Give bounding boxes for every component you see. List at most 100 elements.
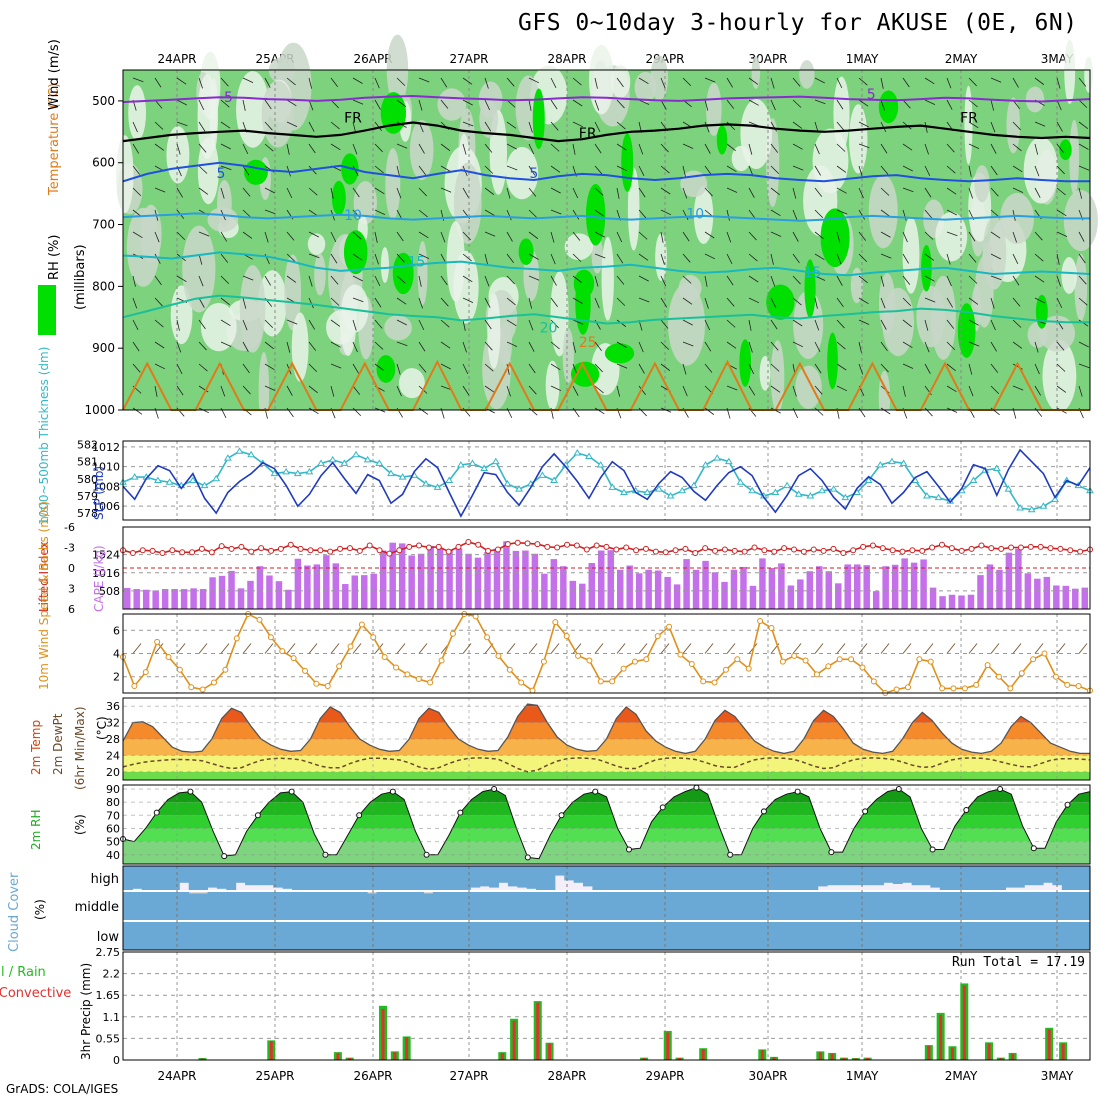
wind-speed-line-point [700,678,707,685]
contour-label: 15 [804,265,822,281]
cloud-low-bar [404,922,415,950]
wind-barb [880,297,886,309]
wind-barb [374,121,382,132]
cloud-high-bar [188,866,199,890]
wind-barb [924,363,931,374]
y-tick-label: 700 [92,218,115,232]
cloud-middle-bar [658,892,669,920]
y-tick-label: 600 [92,156,115,170]
cloud-middle-bar [808,892,819,920]
cloud-middle-bar [226,892,237,920]
wind-barb [770,319,778,330]
thickness-line-point [573,449,582,456]
wind-barb [814,165,822,176]
dewpoint-line [122,757,1091,773]
wind-barb [484,297,491,308]
lifted-index-line-point [642,545,649,552]
cloud-low-bar [329,922,340,950]
cape-bar [199,589,207,609]
cloud-low-bar [921,922,931,950]
wind-barb [550,363,561,371]
cloud-high-bar [423,866,434,890]
wind-barb [902,385,906,397]
wind-barb [704,363,713,373]
lifted-index-line-point [761,547,768,554]
rh-shade [307,233,326,255]
wind-barb [946,319,955,329]
wind-barb [858,363,864,375]
wind-barb [264,121,273,131]
cloud-middle-bar [470,892,481,920]
wind-barb [198,165,208,174]
cape-bar [142,589,150,609]
rh-shade [341,284,369,333]
wind-barb [484,165,494,174]
date-label-bottom: 28APR [547,1069,586,1083]
wind-barb [1078,77,1087,87]
wind-barb [176,363,183,374]
wind-speed-line-point [211,679,218,686]
cloud-middle-bar [686,892,697,920]
cloud-high-bar [977,866,988,890]
lifted-index-line-point [524,540,531,547]
cloud-middle-bar [752,892,762,920]
y-tick-label: 24 [106,749,120,762]
wind-barb [770,121,778,132]
cloud-low-bar [489,922,500,950]
wind-barb [176,121,188,127]
wind-barb [264,385,276,391]
ground-band [123,410,1090,438]
thickness-line-point [1027,505,1036,513]
surface-wind-barb [550,643,560,654]
lifted-index-line-point [485,547,492,554]
rh-shade [562,328,574,384]
cloud-middle-bar [921,892,931,920]
lifted-index-line-point [406,543,413,550]
rh-shade [437,88,467,121]
wind-barb [792,143,803,150]
y-tick-label: 1000 [84,403,115,417]
cloud-middle-bar [930,892,941,920]
wind-barb [1034,231,1043,241]
thickness-line-point [550,476,558,483]
wind-barb [484,209,495,216]
cloud-middle-bar [460,892,471,920]
contour-label: 5 [529,166,538,182]
lifted-index-line-point [879,545,886,552]
cloud-low-bar [573,922,584,950]
wind-barb [286,99,297,107]
lifted-index-line-point [1027,543,1034,550]
cloud-middle-bar [601,892,612,920]
cloud-high-bar [263,866,274,886]
cloud-low-bar [686,922,697,950]
wind-barb [704,143,711,154]
lifted-index-line-point [583,546,590,553]
wind-barb [396,319,407,326]
wind-barb [462,341,467,353]
cloud-high-bar [864,866,875,886]
wind-speed-line-point [848,656,855,663]
lifted-index-line-point [337,545,344,552]
legend-total-rain: Total / Rain [0,965,46,980]
cloud-middle-bar [329,892,340,920]
surface-wind-barb [902,643,912,654]
wind-barb [638,297,650,303]
wind-speed-line-point [859,664,866,671]
cloud-high-bar [1043,866,1053,883]
cloud-low-bar [338,922,349,950]
wind-barb [484,253,489,265]
cloud-high-bar [752,866,762,890]
cloud-low-bar [639,922,650,950]
cloud-high-bar [1033,866,1044,886]
rh-shade [1039,315,1076,352]
thickness-line-point [876,461,885,468]
cape-bar [531,553,539,609]
cloud-high-bar [1052,866,1063,886]
thickness-line-point [200,481,209,489]
wind-barb [594,363,603,373]
cloud-middle-bar [1033,892,1044,920]
wind-barb [968,165,972,177]
cape-bar [512,550,520,609]
wind-barb [594,187,604,196]
wind-barb [572,297,583,304]
